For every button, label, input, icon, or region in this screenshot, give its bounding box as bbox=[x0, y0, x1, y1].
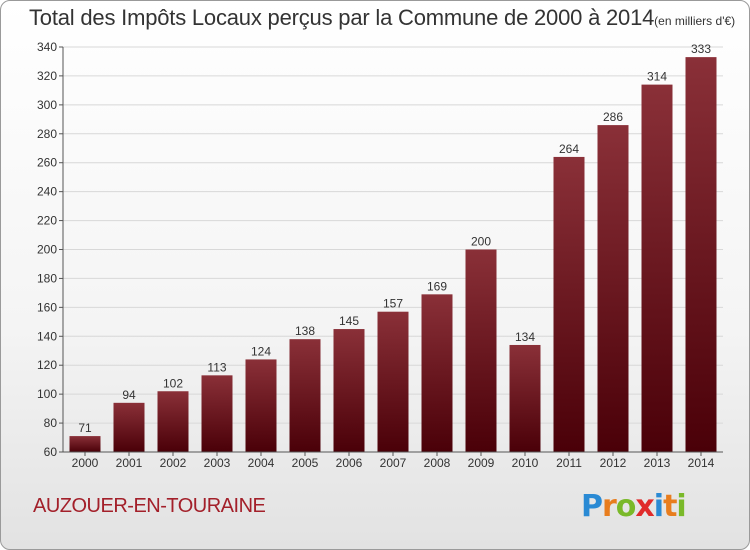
bar bbox=[245, 359, 277, 452]
y-tick-label: 120 bbox=[37, 358, 57, 372]
bar bbox=[289, 339, 321, 452]
y-tick-label: 320 bbox=[37, 69, 57, 83]
bar bbox=[685, 57, 717, 452]
bar bbox=[377, 311, 409, 452]
proxiti-logo-letter: P bbox=[581, 489, 603, 524]
proxiti-logo: Proxiti bbox=[581, 489, 687, 524]
proxiti-logo-letter: i bbox=[653, 489, 664, 524]
x-tick-label: 2002 bbox=[160, 456, 187, 470]
y-tick-label: 280 bbox=[37, 127, 57, 141]
bar bbox=[465, 249, 497, 452]
y-tick-label: 80 bbox=[44, 416, 58, 430]
y-tick-label: 200 bbox=[37, 243, 57, 257]
data-label: 71 bbox=[78, 421, 92, 435]
data-label: 333 bbox=[691, 42, 711, 56]
x-tick-label: 2008 bbox=[424, 456, 451, 470]
y-tick-label: 160 bbox=[37, 300, 57, 314]
bar bbox=[157, 391, 189, 452]
data-labels: 71 94 102 113 124 138 145 157 169 200 134 264 286 314… bbox=[78, 42, 711, 435]
data-label: 102 bbox=[163, 376, 183, 390]
data-label: 113 bbox=[207, 360, 226, 374]
bar bbox=[69, 436, 101, 452]
x-tick-label: 2009 bbox=[468, 456, 495, 470]
data-label: 200 bbox=[471, 235, 491, 249]
data-label: 124 bbox=[251, 344, 271, 358]
x-tick-label: 2013 bbox=[644, 456, 671, 470]
bar bbox=[597, 125, 629, 452]
y-tick-label: 100 bbox=[37, 387, 57, 401]
x-tick-label: 2005 bbox=[292, 456, 319, 470]
bar bbox=[333, 329, 365, 452]
data-label: 286 bbox=[603, 110, 623, 124]
y-tick-label: 140 bbox=[37, 329, 57, 343]
x-tick-label: 2000 bbox=[72, 456, 99, 470]
proxiti-logo-letter: o bbox=[615, 489, 637, 524]
y-tick-label: 60 bbox=[44, 445, 58, 459]
bars bbox=[69, 57, 717, 452]
bar bbox=[201, 375, 233, 452]
proxiti-logo-letter: r bbox=[602, 489, 617, 524]
proxiti-logo-letter: t bbox=[663, 489, 677, 524]
data-label: 134 bbox=[515, 330, 535, 344]
bar bbox=[553, 156, 585, 452]
bar bbox=[641, 84, 673, 452]
x-tick-label: 2010 bbox=[512, 456, 539, 470]
chart-title-unit: (en milliers d'€) bbox=[654, 14, 736, 28]
y-tick-labels: 60 80 100 120 140 160 180 200 220 240 260 280 300 320… bbox=[37, 40, 63, 459]
x-tick-labels: 2000 2001 2002 2003 2004 2005 2006 2007 2008 2009… bbox=[72, 452, 715, 470]
y-tick-label: 180 bbox=[37, 271, 57, 285]
proxiti-logo-letter: x bbox=[635, 489, 654, 524]
bar bbox=[113, 402, 145, 452]
chart-title-text: Total des Impôts Locaux perçus par la Co… bbox=[29, 5, 655, 30]
y-tick-label: 340 bbox=[37, 40, 57, 54]
data-label: 169 bbox=[427, 279, 447, 293]
x-tick-label: 2001 bbox=[116, 456, 143, 470]
chart-title: Total des Impôts Locaux perçus par la Co… bbox=[29, 5, 735, 31]
proxiti-logo-letter: i bbox=[676, 489, 686, 524]
bar bbox=[509, 344, 541, 452]
data-label: 264 bbox=[559, 142, 579, 156]
x-tick-label: 2011 bbox=[556, 456, 582, 470]
bar bbox=[421, 294, 453, 452]
x-tick-label: 2004 bbox=[248, 456, 275, 470]
x-tick-label: 2007 bbox=[380, 456, 407, 470]
data-label: 314 bbox=[647, 70, 667, 84]
data-label: 145 bbox=[339, 314, 359, 328]
data-label: 94 bbox=[122, 388, 136, 402]
x-tick-label: 2014 bbox=[688, 456, 715, 470]
data-label: 138 bbox=[295, 324, 315, 338]
x-tick-label: 2003 bbox=[204, 456, 231, 470]
x-tick-label: 2012 bbox=[600, 456, 627, 470]
x-tick-label: 2006 bbox=[336, 456, 363, 470]
commune-name: AUZOUER-EN-TOURAINE bbox=[33, 495, 266, 517]
y-tick-label: 240 bbox=[37, 185, 57, 199]
y-tick-label: 300 bbox=[37, 98, 57, 112]
data-label: 157 bbox=[383, 297, 403, 311]
y-tick-label: 260 bbox=[37, 156, 57, 170]
y-tick-label: 220 bbox=[37, 214, 57, 228]
